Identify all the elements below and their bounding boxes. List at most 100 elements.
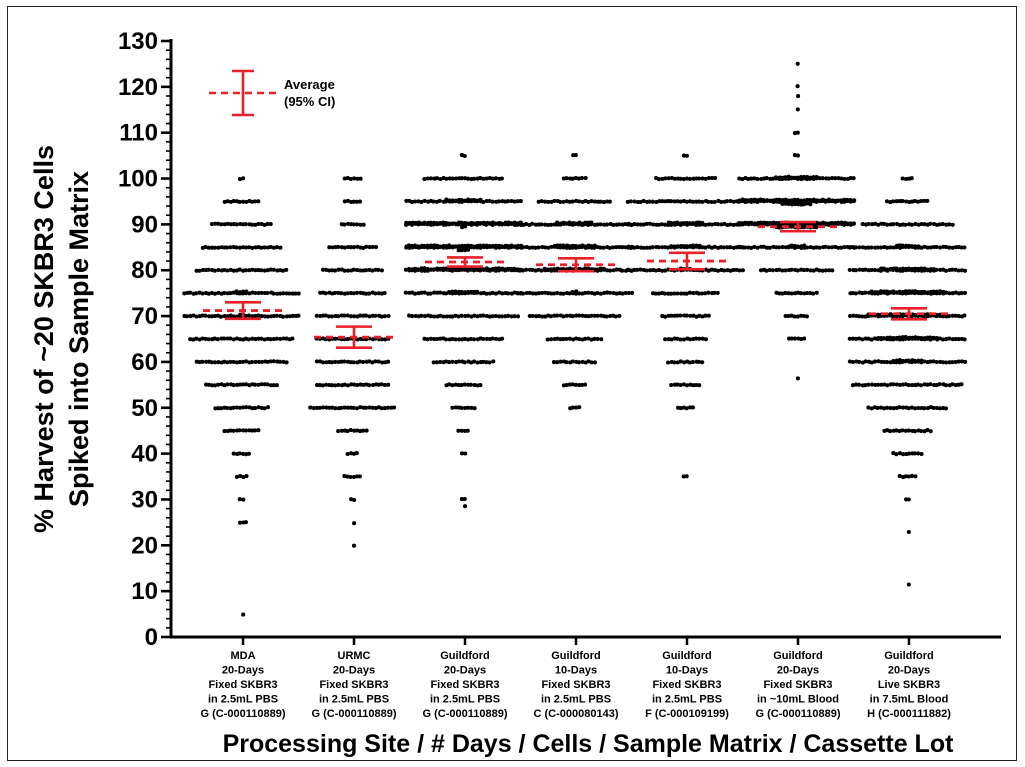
y-tick-label: 50 [131, 395, 158, 422]
data-point [580, 382, 585, 387]
data-point [250, 336, 255, 341]
data-point [663, 337, 668, 342]
data-point [200, 267, 206, 273]
data-point [256, 336, 261, 341]
data-point [241, 245, 246, 250]
category-label-line: 20-Days [888, 665, 930, 677]
data-point [416, 199, 421, 204]
data-point [327, 290, 332, 295]
data-point [774, 268, 779, 273]
data-point [327, 382, 332, 388]
data-point [456, 428, 461, 433]
data-point [355, 268, 360, 273]
category-label-line: 20-Days [444, 665, 486, 677]
data-point [246, 337, 251, 342]
data-point [509, 314, 514, 319]
data-point [244, 474, 249, 479]
data-point [863, 314, 868, 319]
data-point [912, 198, 917, 204]
data-point [666, 176, 671, 181]
legend-label-line1: Average [284, 77, 335, 92]
data-point [441, 220, 446, 225]
data-point [552, 267, 557, 272]
data-point [558, 291, 563, 296]
data-point [630, 290, 635, 295]
data-point [450, 221, 456, 226]
data-point [357, 359, 362, 364]
data-point [700, 220, 705, 225]
data-point [524, 245, 529, 250]
data-point [620, 268, 625, 273]
data-point [243, 520, 248, 525]
data-point [241, 497, 246, 502]
data-point [403, 267, 408, 272]
data-point [447, 314, 452, 319]
data-point [460, 337, 465, 342]
data-point [413, 243, 418, 248]
data-point [444, 314, 449, 319]
data-point [284, 336, 289, 341]
data-point [339, 245, 344, 250]
data-point [573, 382, 578, 387]
data-point [928, 359, 933, 364]
data-point [410, 267, 415, 272]
data-point [478, 221, 483, 226]
data-point [681, 199, 687, 204]
data-point [339, 383, 345, 388]
category-label-line: in 2.5mL PBS [319, 694, 389, 706]
data-point [281, 291, 286, 296]
data-point [916, 290, 921, 295]
y-tick-label: 20 [131, 532, 158, 559]
data-point [212, 313, 218, 319]
data-point [225, 268, 230, 273]
data-point [891, 451, 896, 456]
data-point [533, 314, 539, 319]
data-point [956, 314, 961, 319]
data-point [487, 267, 492, 272]
data-point [493, 336, 499, 341]
data-point [897, 199, 902, 204]
data-point [465, 266, 471, 271]
data-point [228, 313, 233, 318]
data-point [497, 290, 502, 295]
data-point [231, 359, 236, 364]
data-point [533, 291, 538, 296]
data-point [950, 222, 955, 227]
data-point [469, 405, 474, 410]
data-point [885, 267, 890, 272]
data-point [953, 313, 958, 318]
data-point [872, 268, 877, 273]
data-point [475, 360, 480, 365]
data-point [913, 474, 918, 479]
data-point [241, 199, 246, 204]
data-point [863, 336, 868, 341]
data-point [204, 382, 209, 387]
data-point [567, 382, 572, 387]
data-point [610, 245, 616, 250]
data-point [956, 359, 961, 364]
data-point [466, 243, 471, 248]
data-point [922, 289, 927, 294]
data-point [447, 176, 452, 181]
data-point [826, 197, 832, 202]
data-point [216, 360, 221, 365]
data-point [441, 314, 446, 319]
data-point [265, 221, 270, 226]
data-point [253, 268, 258, 273]
data-point [311, 406, 316, 411]
data-point [697, 199, 702, 204]
data-point [438, 359, 443, 365]
data-point [438, 336, 443, 341]
data-point [792, 314, 797, 319]
data-point [904, 405, 909, 410]
data-point [811, 291, 816, 296]
data-point [897, 451, 903, 456]
data-point [567, 266, 573, 271]
data-point [256, 199, 261, 204]
data-point [607, 199, 612, 204]
data-point [672, 244, 677, 249]
data-point [756, 221, 761, 226]
data-point [684, 383, 689, 388]
data-point [259, 359, 264, 365]
data-point [450, 405, 455, 410]
